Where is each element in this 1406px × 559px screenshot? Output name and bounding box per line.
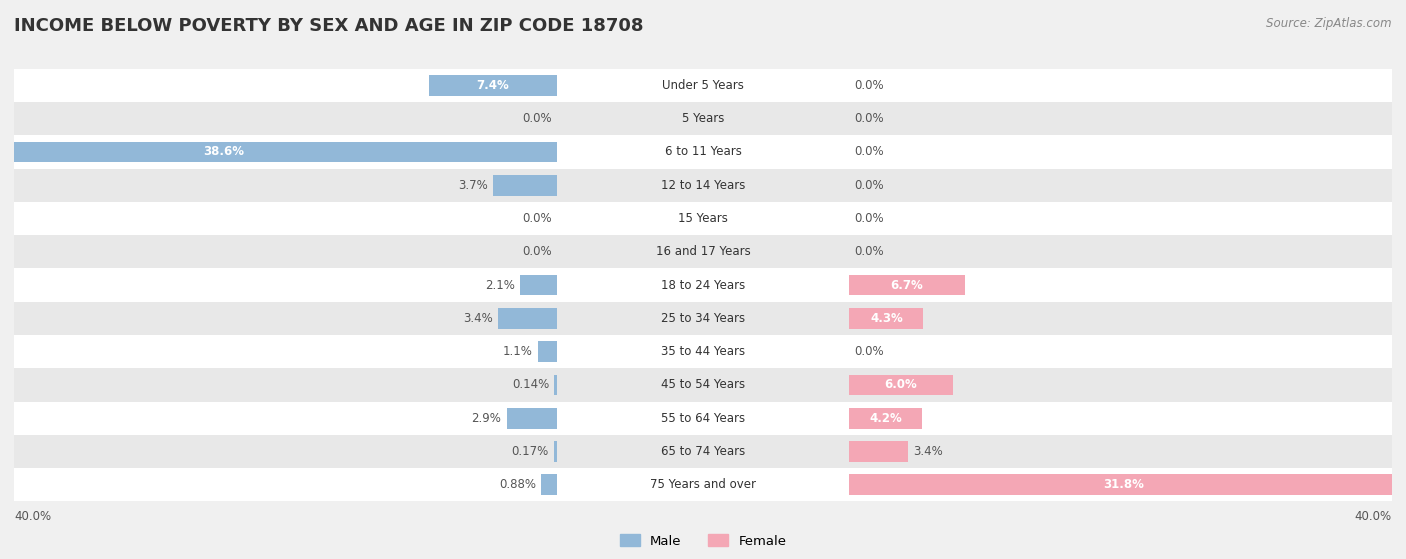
Bar [498,308,557,329]
Text: 4.3%: 4.3% [870,312,903,325]
Bar [14,468,1392,501]
Text: 75 Years and over: 75 Years and over [650,479,756,491]
Bar [541,475,557,495]
Bar [849,408,922,429]
Bar [14,268,1392,302]
Text: Under 5 Years: Under 5 Years [662,79,744,92]
Text: 45 to 54 Years: 45 to 54 Years [661,378,745,391]
Bar [429,75,557,96]
Text: 3.4%: 3.4% [912,445,943,458]
Text: 0.0%: 0.0% [855,112,884,125]
Bar [506,408,557,429]
Text: 40.0%: 40.0% [1355,510,1392,523]
Text: 0.14%: 0.14% [512,378,548,391]
Text: 0.0%: 0.0% [855,212,884,225]
Bar [849,308,924,329]
Text: 15 Years: 15 Years [678,212,728,225]
Text: 35 to 44 Years: 35 to 44 Years [661,345,745,358]
Legend: Male, Female: Male, Female [614,529,792,553]
Text: Source: ZipAtlas.com: Source: ZipAtlas.com [1267,17,1392,30]
Text: 3.4%: 3.4% [463,312,494,325]
Bar [14,368,1392,401]
Text: 38.6%: 38.6% [204,145,245,158]
Bar [14,202,1392,235]
Text: 31.8%: 31.8% [1102,479,1143,491]
Text: 6 to 11 Years: 6 to 11 Years [665,145,741,158]
Bar [554,375,557,395]
Text: 55 to 64 Years: 55 to 64 Years [661,412,745,425]
Bar [520,275,557,295]
Text: 0.0%: 0.0% [522,212,551,225]
Text: 3.7%: 3.7% [458,179,488,192]
Text: 5 Years: 5 Years [682,112,724,125]
Bar [14,302,1392,335]
Text: 18 to 24 Years: 18 to 24 Years [661,278,745,292]
Text: 2.9%: 2.9% [471,412,502,425]
Text: 0.17%: 0.17% [512,445,548,458]
Text: 7.4%: 7.4% [477,79,509,92]
Bar [14,435,1392,468]
Bar [849,375,953,395]
Text: 2.1%: 2.1% [485,278,515,292]
Text: 1.1%: 1.1% [502,345,533,358]
Text: 0.88%: 0.88% [499,479,536,491]
Text: 6.0%: 6.0% [884,378,918,391]
Bar [849,475,1398,495]
Bar [14,102,1392,135]
Text: 0.0%: 0.0% [855,345,884,358]
Bar [849,441,908,462]
Bar [14,335,1392,368]
Bar [14,235,1392,268]
Bar [14,135,1392,169]
Text: 25 to 34 Years: 25 to 34 Years [661,312,745,325]
Text: INCOME BELOW POVERTY BY SEX AND AGE IN ZIP CODE 18708: INCOME BELOW POVERTY BY SEX AND AGE IN Z… [14,17,644,35]
Text: 0.0%: 0.0% [855,79,884,92]
Bar [0,141,557,162]
Bar [494,175,557,196]
Text: 0.0%: 0.0% [855,245,884,258]
Bar [14,401,1392,435]
Bar [537,342,557,362]
Bar [554,441,557,462]
Bar [14,69,1392,102]
Text: 16 and 17 Years: 16 and 17 Years [655,245,751,258]
Text: 40.0%: 40.0% [14,510,51,523]
Text: 0.0%: 0.0% [855,145,884,158]
Bar [14,169,1392,202]
Text: 6.7%: 6.7% [891,278,924,292]
Text: 0.0%: 0.0% [855,179,884,192]
Text: 0.0%: 0.0% [522,112,551,125]
Text: 0.0%: 0.0% [522,245,551,258]
Bar [849,275,965,295]
Text: 4.2%: 4.2% [869,412,901,425]
Text: 12 to 14 Years: 12 to 14 Years [661,179,745,192]
Text: 65 to 74 Years: 65 to 74 Years [661,445,745,458]
